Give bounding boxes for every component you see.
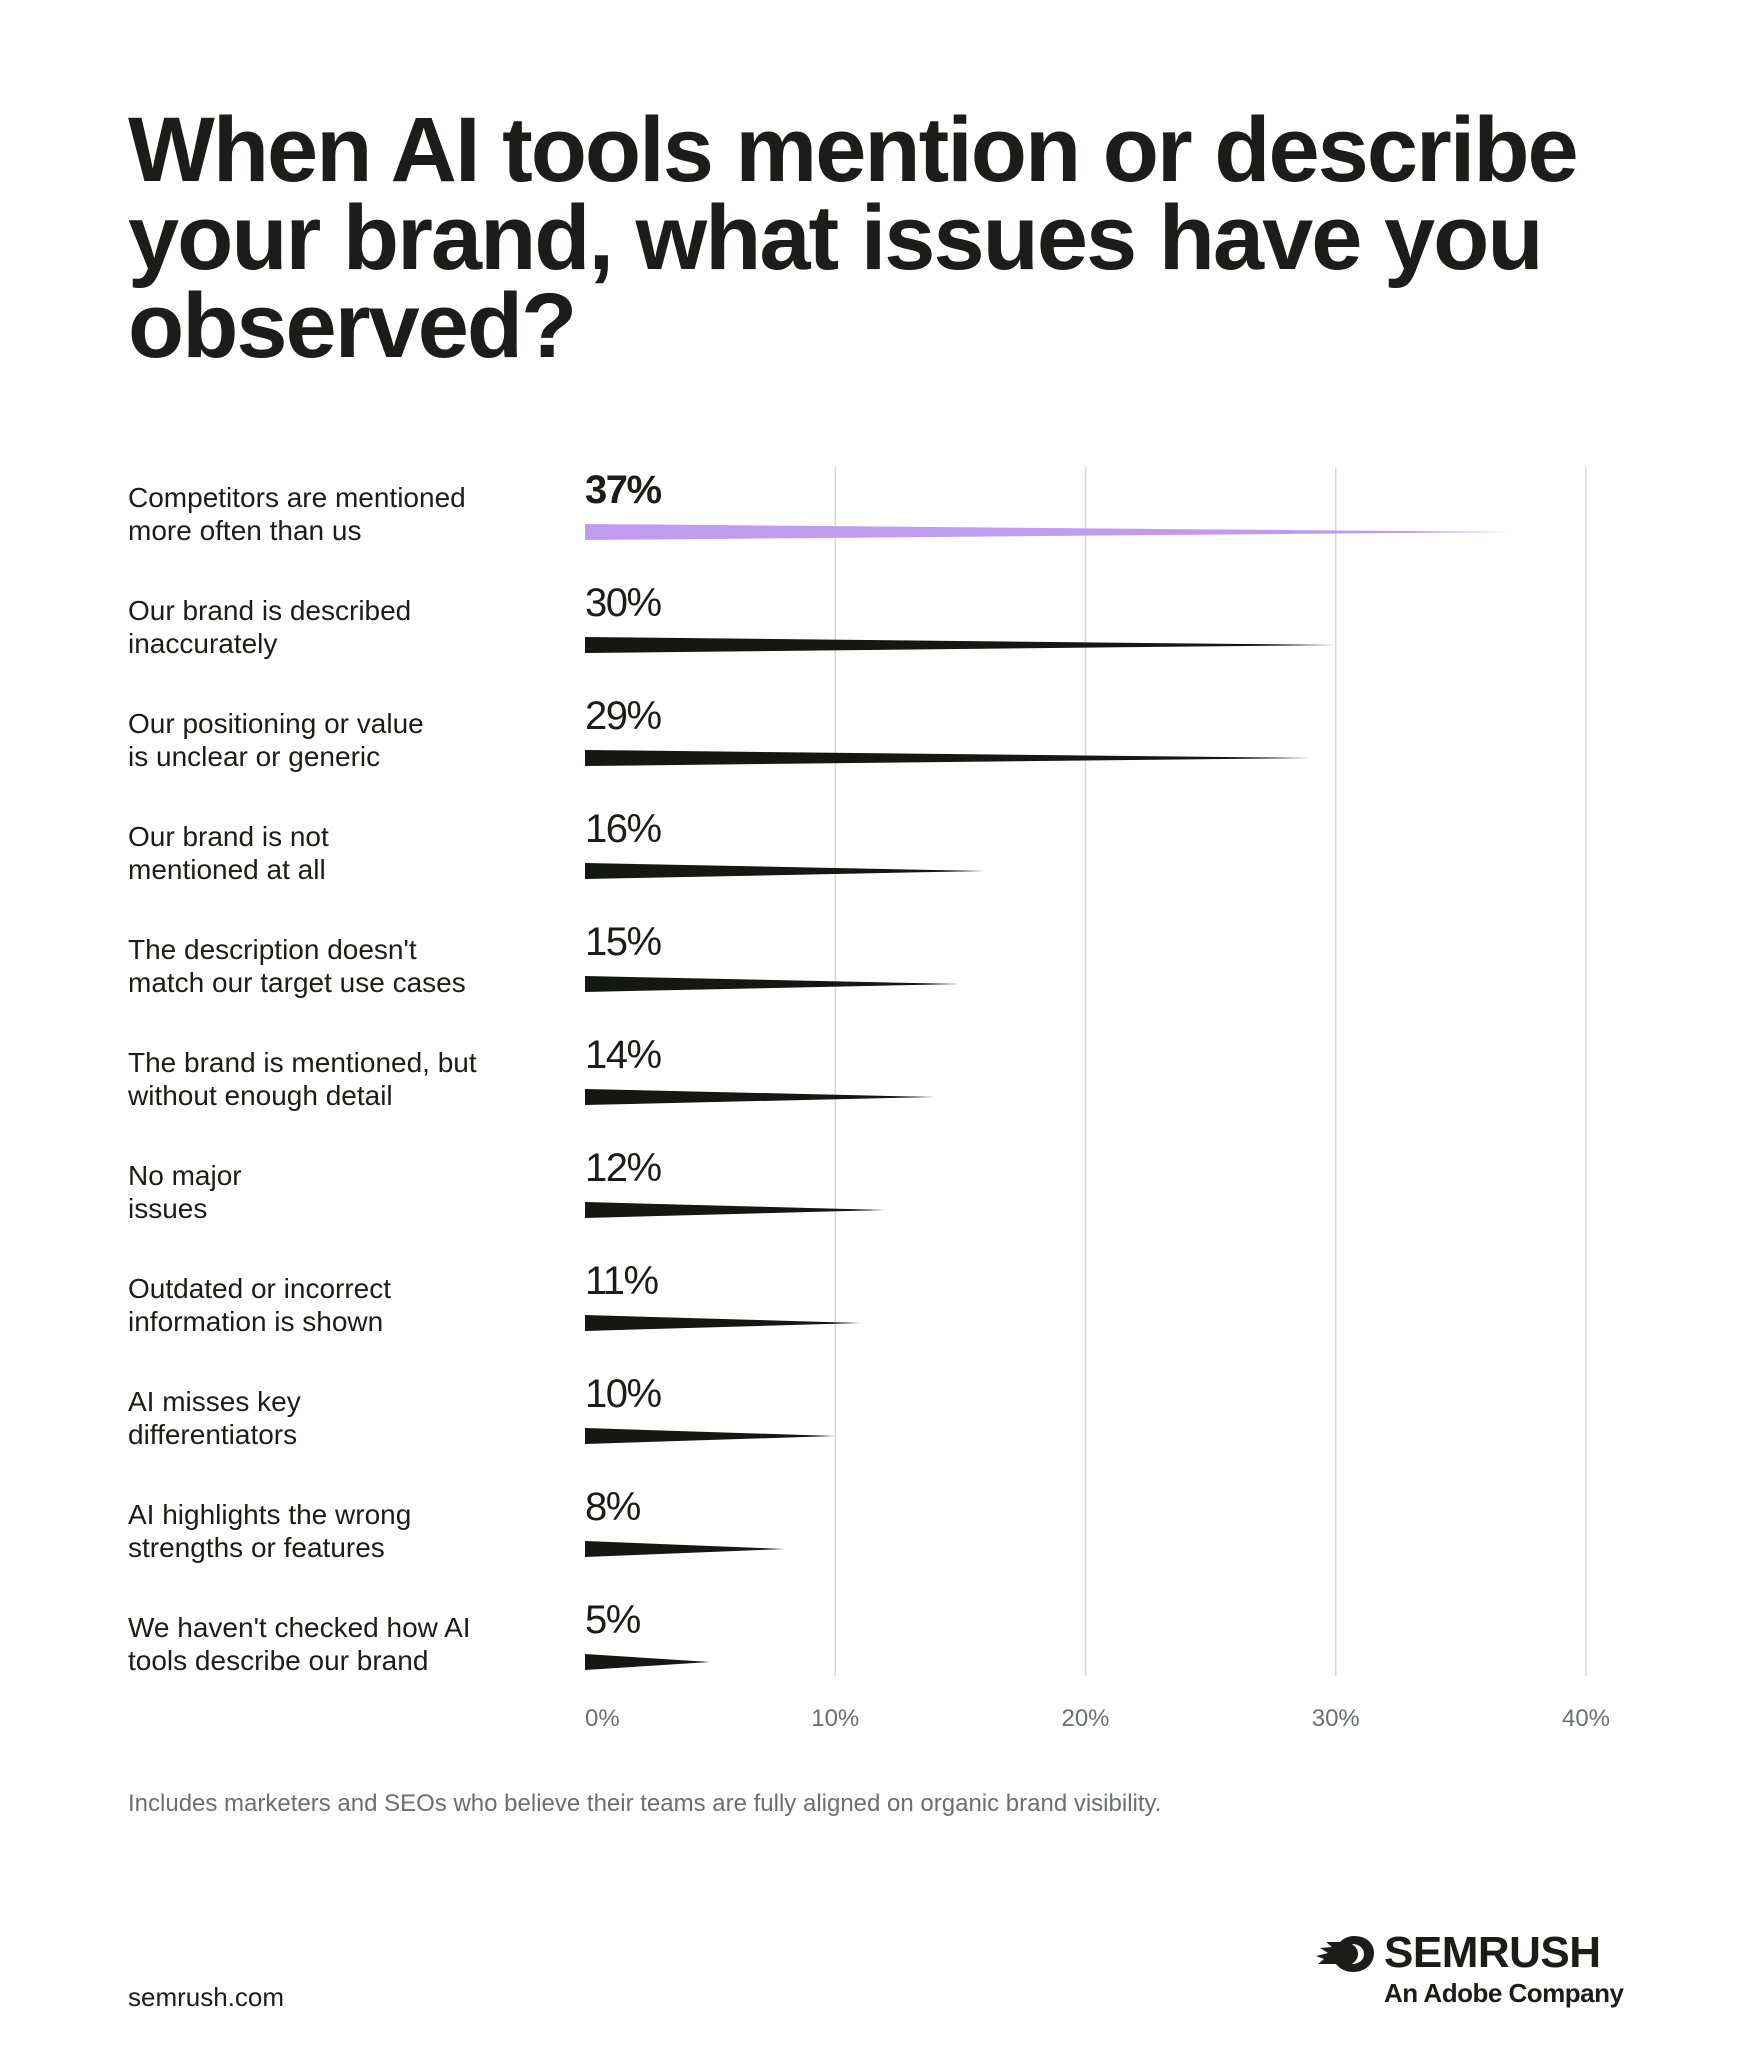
chart-title: When AI tools mention or describe your b… xyxy=(128,99,1579,377)
value-label: 15% xyxy=(585,920,661,964)
bar xyxy=(585,524,1511,540)
category-label: The description doesn't match our target … xyxy=(128,934,466,998)
bar xyxy=(585,1541,786,1557)
source-url: semrush.com xyxy=(128,1982,285,2012)
value-label: 29% xyxy=(585,694,661,738)
category-label: Outdated or incorrect information is show… xyxy=(128,1273,391,1337)
category-label: No major issues xyxy=(128,1160,242,1224)
x-tick-label: 0% xyxy=(585,1705,620,1732)
bar xyxy=(585,1654,711,1670)
category-label: AI highlights the wrong strengths or feat… xyxy=(128,1499,411,1563)
bar xyxy=(585,750,1311,766)
value-label: 5% xyxy=(585,1598,641,1642)
value-label: 11% xyxy=(585,1259,659,1303)
semrush-flame-icon xyxy=(1316,1936,1374,1972)
bar xyxy=(585,637,1336,653)
x-tick-label: 20% xyxy=(1061,1705,1109,1732)
bar-chart: Competitors are mentioned more often than… xyxy=(127,467,1610,1732)
bars xyxy=(585,524,1511,1670)
category-label: Our brand is not mentioned at all xyxy=(128,821,329,885)
x-tick-label: 40% xyxy=(1562,1705,1610,1732)
value-label: 37% xyxy=(585,468,661,512)
x-tick-label: 10% xyxy=(811,1705,859,1732)
value-label: 30% xyxy=(585,581,661,625)
bar xyxy=(585,863,986,879)
grid-lines xyxy=(834,467,1587,1676)
x-axis-ticks: 0% 10% 20% 30% 40% xyxy=(585,1705,1610,1732)
semrush-logo: SEMRUSH An Adobe Company xyxy=(1314,1928,1624,2010)
category-label: Our brand is described inaccurately xyxy=(128,595,411,659)
bar xyxy=(585,1428,836,1444)
value-label: 14% xyxy=(585,1033,661,1077)
category-label: The brand is mentioned, but without enoug… xyxy=(127,1047,477,1111)
bar xyxy=(585,1089,936,1105)
category-label: Competitors are mentioned more often than… xyxy=(128,482,466,546)
bar xyxy=(585,1202,886,1218)
category-label: Our positioning or value is unclear or ge… xyxy=(128,708,424,772)
bar xyxy=(585,976,961,992)
footnote: Includes marketers and SEOs who believe … xyxy=(128,1790,1162,1817)
value-label: 16% xyxy=(585,807,661,851)
x-tick-label: 30% xyxy=(1312,1705,1360,1732)
value-label: 10% xyxy=(585,1372,661,1416)
brand-tagline: An Adobe Company xyxy=(1384,1978,1624,2008)
bar xyxy=(585,1315,861,1331)
category-label: AI misses key differentiators xyxy=(128,1386,301,1450)
value-labels: 37% 30% 29% 16% 15% 14% 12% 11% 10% 8% 5% xyxy=(585,468,663,1642)
value-label: 8% xyxy=(585,1485,641,1529)
category-label: We haven't checked how AI tools describe … xyxy=(128,1612,471,1676)
brand-name: SEMRUSH xyxy=(1384,1928,1601,1977)
category-labels: Competitors are mentioned more often than… xyxy=(127,482,477,1676)
value-label: 12% xyxy=(585,1146,661,1190)
